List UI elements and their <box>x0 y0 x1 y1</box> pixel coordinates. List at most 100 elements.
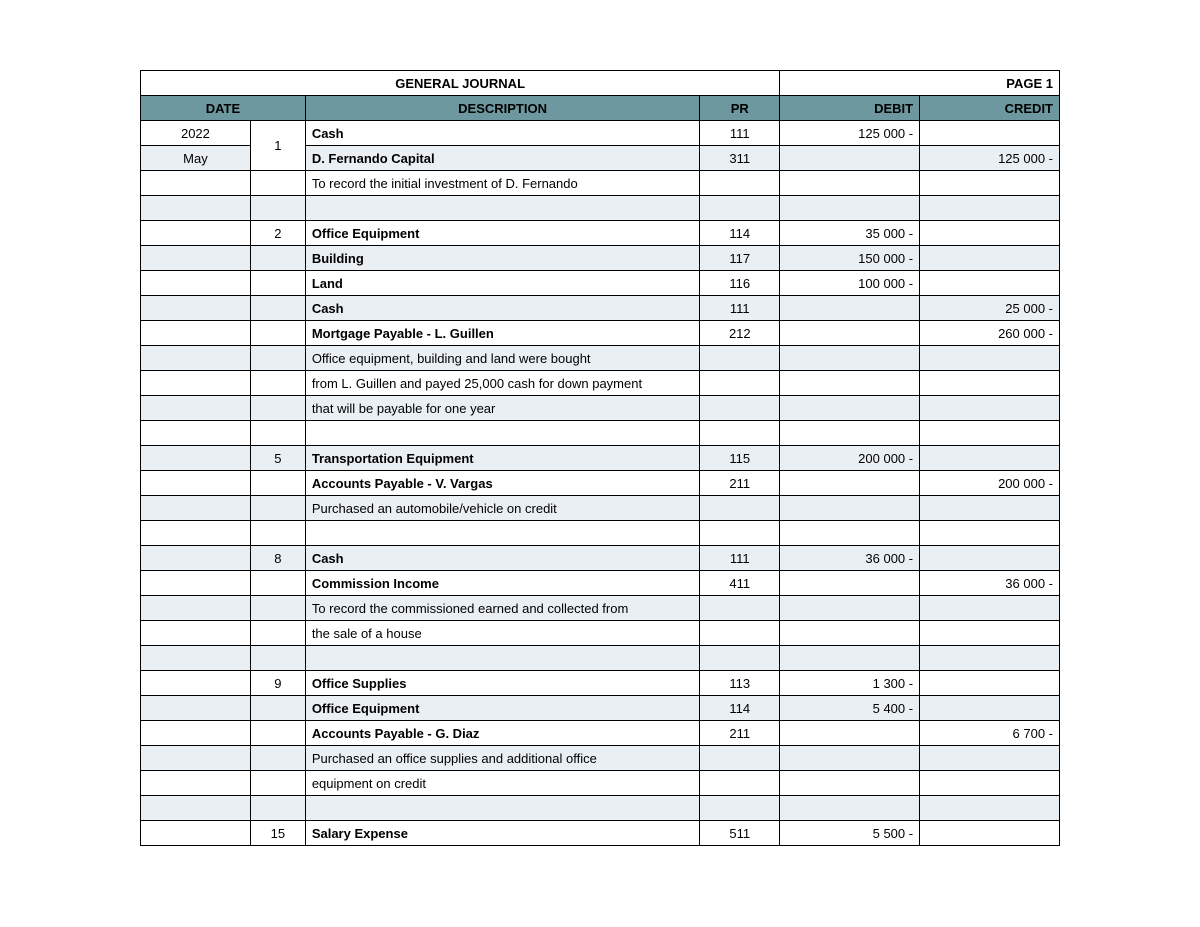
table-row: equipment on credit <box>141 771 1060 796</box>
debit-cell: 5 500 - <box>780 821 920 846</box>
table-row: Purchased an automobile/vehicle on credi… <box>141 496 1060 521</box>
desc-cell: the sale of a house <box>305 621 700 646</box>
desc-cell: Office Equipment <box>305 221 700 246</box>
general-journal-table: GENERAL JOURNAL PAGE 1 DATE DESCRIPTION … <box>140 70 1060 846</box>
table-row: Accounts Payable - G. Diaz 211 6 700 - <box>141 721 1060 746</box>
blank-row <box>141 196 1060 221</box>
desc-cell: Office Supplies <box>305 671 700 696</box>
header-row: DATE DESCRIPTION PR DEBIT CREDIT <box>141 96 1060 121</box>
desc-cell: equipment on credit <box>305 771 700 796</box>
pr-cell: 211 <box>700 721 780 746</box>
desc-cell: Office Equipment <box>305 696 700 721</box>
debit-cell: 35 000 - <box>780 221 920 246</box>
desc-cell: Land <box>305 271 700 296</box>
table-row: To record the commissioned earned and co… <box>141 596 1060 621</box>
debit-cell: 125 000 - <box>780 121 920 146</box>
debit-cell: 1 300 - <box>780 671 920 696</box>
desc-cell: To record the commissioned earned and co… <box>305 596 700 621</box>
table-row: Office equipment, building and land were… <box>141 346 1060 371</box>
desc-cell: Accounts Payable - G. Diaz <box>305 721 700 746</box>
credit-cell <box>920 121 1060 146</box>
desc-cell: Cash <box>305 296 700 321</box>
table-row: 9 Office Supplies 113 1 300 - <box>141 671 1060 696</box>
month-cell: May <box>141 146 251 171</box>
day-cell: 2 <box>250 221 305 246</box>
blank-row <box>141 796 1060 821</box>
table-row: 5 Transportation Equipment 115 200 000 - <box>141 446 1060 471</box>
pr-cell: 115 <box>700 446 780 471</box>
table-row: Cash 111 25 000 - <box>141 296 1060 321</box>
pr-cell: 114 <box>700 696 780 721</box>
credit-cell: 260 000 - <box>920 321 1060 346</box>
blank-row <box>141 521 1060 546</box>
table-row: To record the initial investment of D. F… <box>141 171 1060 196</box>
debit-cell: 36 000 - <box>780 546 920 571</box>
day-cell: 9 <box>250 671 305 696</box>
pr-cell: 117 <box>700 246 780 271</box>
desc-cell: Building <box>305 246 700 271</box>
desc-cell: D. Fernando Capital <box>305 146 700 171</box>
desc-cell: Purchased an automobile/vehicle on credi… <box>305 496 700 521</box>
debit-cell: 150 000 - <box>780 246 920 271</box>
table-row: Building 117 150 000 - <box>141 246 1060 271</box>
desc-cell: Mortgage Payable - L. Guillen <box>305 321 700 346</box>
desc-cell: Commission Income <box>305 571 700 596</box>
debit-cell: 5 400 - <box>780 696 920 721</box>
pr-cell: 116 <box>700 271 780 296</box>
pr-cell: 211 <box>700 471 780 496</box>
hdr-date: DATE <box>141 96 306 121</box>
desc-cell: Cash <box>305 121 700 146</box>
title-row: GENERAL JOURNAL PAGE 1 <box>141 71 1060 96</box>
day-cell: 15 <box>250 821 305 846</box>
day-cell: 1 <box>250 121 305 171</box>
table-row: 8 Cash 111 36 000 - <box>141 546 1060 571</box>
hdr-desc: DESCRIPTION <box>305 96 700 121</box>
table-row: 2022 1 Cash 111 125 000 - <box>141 121 1060 146</box>
hdr-credit: CREDIT <box>920 96 1060 121</box>
title-page: PAGE 1 <box>780 71 1060 96</box>
hdr-pr: PR <box>700 96 780 121</box>
desc-cell: Cash <box>305 546 700 571</box>
table-row: 2 Office Equipment 114 35 000 - <box>141 221 1060 246</box>
credit-cell: 6 700 - <box>920 721 1060 746</box>
table-row: the sale of a house <box>141 621 1060 646</box>
desc-cell: Office equipment, building and land were… <box>305 346 700 371</box>
pr-cell: 114 <box>700 221 780 246</box>
debit-cell <box>780 146 920 171</box>
desc-cell: that will be payable for one year <box>305 396 700 421</box>
table-row: Purchased an office supplies and additio… <box>141 746 1060 771</box>
desc-cell: Accounts Payable - V. Vargas <box>305 471 700 496</box>
pr-cell: 511 <box>700 821 780 846</box>
pr-cell: 111 <box>700 296 780 321</box>
table-row: 15 Salary Expense 511 5 500 - <box>141 821 1060 846</box>
credit-cell: 200 000 - <box>920 471 1060 496</box>
hdr-debit: DEBIT <box>780 96 920 121</box>
blank-row <box>141 646 1060 671</box>
desc-cell: from L. Guillen and payed 25,000 cash fo… <box>305 371 700 396</box>
pr-cell: 111 <box>700 546 780 571</box>
pr-cell: 212 <box>700 321 780 346</box>
desc-cell: Transportation Equipment <box>305 446 700 471</box>
title-main: GENERAL JOURNAL <box>141 71 780 96</box>
credit-cell: 125 000 - <box>920 146 1060 171</box>
debit-cell: 200 000 - <box>780 446 920 471</box>
day-cell: 8 <box>250 546 305 571</box>
desc-cell: Purchased an office supplies and additio… <box>305 746 700 771</box>
blank-row <box>141 421 1060 446</box>
credit-cell: 25 000 - <box>920 296 1060 321</box>
table-row: Land 116 100 000 - <box>141 271 1060 296</box>
desc-cell: Salary Expense <box>305 821 700 846</box>
table-row: Commission Income 411 36 000 - <box>141 571 1060 596</box>
pr-cell: 111 <box>700 121 780 146</box>
credit-cell: 36 000 - <box>920 571 1060 596</box>
table-row: Accounts Payable - V. Vargas 211 200 000… <box>141 471 1060 496</box>
table-row: Office Equipment 114 5 400 - <box>141 696 1060 721</box>
pr-cell: 113 <box>700 671 780 696</box>
pr-cell: 311 <box>700 146 780 171</box>
debit-cell: 100 000 - <box>780 271 920 296</box>
table-row: Mortgage Payable - L. Guillen 212 260 00… <box>141 321 1060 346</box>
table-row: from L. Guillen and payed 25,000 cash fo… <box>141 371 1060 396</box>
pr-cell: 411 <box>700 571 780 596</box>
day-cell: 5 <box>250 446 305 471</box>
desc-cell: To record the initial investment of D. F… <box>305 171 700 196</box>
